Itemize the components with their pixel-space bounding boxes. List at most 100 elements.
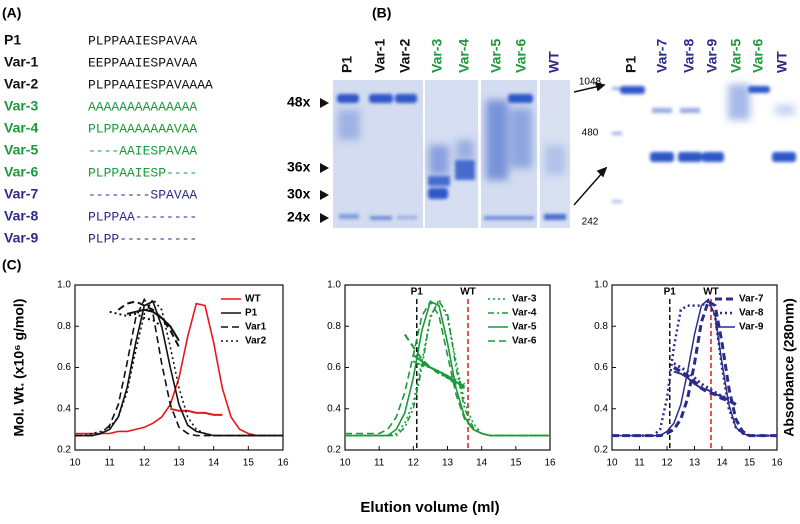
legend-label: Var-3 [512,294,537,305]
legend-label: Var-9 [739,322,764,333]
y-tick-label: 0.8 [327,321,341,332]
lane-label: Var-5 [488,39,504,73]
absorbance-line [75,297,283,437]
x-tick-label: 12 [408,458,420,469]
legend-label: Var-4 [512,308,537,319]
legend-label: Var1 [245,322,267,333]
molwt-line [126,308,180,342]
legend-label: P1 [245,308,258,319]
y-tick-label: 0.6 [594,362,608,373]
lane-label: Var-8 [681,39,697,73]
legend-label: WT [245,294,261,305]
variant-name: Var-5 [4,142,38,158]
variant-name: Var-1 [4,54,38,70]
ladder-label: 480 [582,128,599,139]
marker-arrow [320,163,329,173]
x-tick-label: 15 [510,458,522,469]
size-marker: 36x [287,159,311,175]
variant-sequence: PLPPAAIESPAVAAAA [88,77,213,92]
variant-name: Var-2 [4,76,38,92]
variant-sequence: ----AAIESPAVAA [88,143,197,158]
y-tick-label: 1.0 [327,280,341,291]
lane-label: Var-1 [372,39,388,73]
variant-sequence: PLPPAAIESPAVAA [88,33,197,48]
x-tick-label: 14 [476,458,488,469]
molwt-line [412,360,466,385]
variant-sequence: PLPPAAIESP---- [88,165,197,180]
variant-name: Var-9 [4,230,38,246]
x-tick-label: 14 [208,458,220,469]
lane-label: Var-7 [654,39,670,73]
legend-label: Var-7 [739,294,764,305]
ladder-arrows [573,81,608,206]
absorbance-line [612,299,777,437]
x-tick-label: 15 [243,458,255,469]
x-tick-label: 11 [104,458,115,469]
x-tick-label: 10 [339,458,351,469]
ladder-label: 1048 [579,77,602,88]
marker-arrow [320,98,329,108]
y-tick-label: 0.2 [327,445,341,456]
panel-label: (B) [372,5,391,21]
lane-label: Var-2 [397,39,413,73]
variant-name: P1 [4,32,21,48]
y-tick-label: 0.4 [594,403,608,414]
marker-arrow [320,213,329,223]
lane-label: Var-5 [728,39,744,73]
y-tick-label: 0.4 [57,403,71,414]
x-tick-label: 13 [442,458,454,469]
absorbance-line [75,302,283,437]
x-tick-label: 13 [689,458,701,469]
absorbance-line [345,299,550,437]
y-tick-label: 0.2 [594,445,608,456]
size-marker: 30x [287,186,311,202]
variant-name: Var-6 [4,164,38,180]
reference-label: P1 [664,287,677,298]
y2-axis-label: Absorbance (280nm) [781,298,797,436]
variant-name: Var-7 [4,186,38,202]
y-tick-label: 0.8 [594,321,608,332]
x-tick-label: 11 [374,458,385,469]
size-marker: 24x [287,209,311,225]
y-tick-label: 0.4 [327,403,341,414]
y-tick-label: 0.6 [327,362,341,373]
x-tick-label: 13 [173,458,185,469]
reference-label: WT [703,287,719,298]
legend-label: Var2 [245,336,267,347]
reference-label: P1 [411,287,424,298]
y-tick-label: 0.2 [57,445,71,456]
variant-name: Var-8 [4,208,38,224]
legend-label: Var-8 [739,308,764,319]
legend-label: Var-6 [512,336,537,347]
lane-label: WT [546,51,562,73]
lane-label: Var-3 [429,39,445,73]
y-tick-label: 0.8 [57,321,71,332]
lane-label: Var-6 [750,39,766,73]
variant-sequence: AAAAAAAAAAAAAA [88,99,197,114]
x-tick-label: 16 [544,458,556,469]
molwt-line [673,362,730,400]
molwt-line [412,354,466,387]
lane-label: Var-9 [704,39,720,73]
variant-sequence: EEPPAAIESPAVAA [88,55,197,70]
reference-label: WT [460,287,476,298]
panel-label: (A) [2,5,21,21]
molwt-line [109,310,163,328]
lane-label: P1 [623,56,639,73]
marker-arrow [320,190,329,200]
absorbance-line [345,297,550,437]
absorbance-line [75,298,283,437]
lane-label: WT [774,51,790,73]
variant-sequence: PLPP---------- [88,231,197,246]
x-tick-label: 16 [277,458,289,469]
lane-label: P1 [339,56,355,73]
ladder-label: 242 [582,217,599,228]
x-tick-label: 15 [744,458,756,469]
variant-sequence: PLPPAAAAAAAVAA [88,121,197,136]
molwt-line [170,407,223,416]
size-marker: 48x [287,94,311,110]
molwt-line [673,370,730,402]
y-tick-label: 1.0 [594,280,608,291]
x-tick-label: 12 [661,458,673,469]
